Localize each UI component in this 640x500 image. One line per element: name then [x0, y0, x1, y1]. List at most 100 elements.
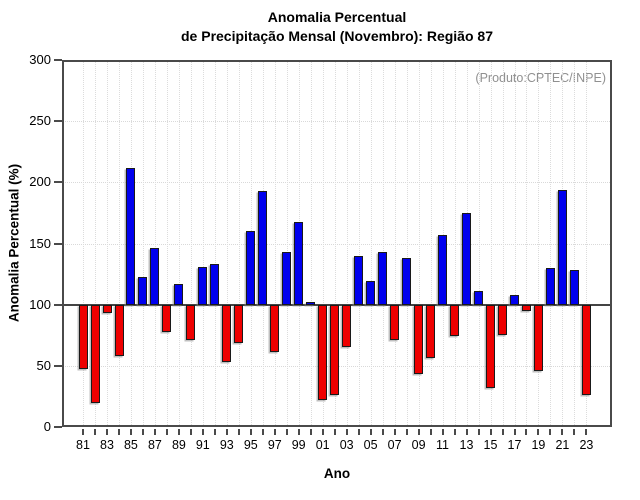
x-tick-2012	[453, 429, 456, 435]
bar-1989	[174, 283, 184, 305]
x-tick-1993	[225, 429, 228, 435]
y-tick-100	[54, 303, 62, 306]
bar-1996	[258, 190, 268, 305]
x-tick-2015	[489, 429, 492, 435]
grid-line-h-250	[62, 121, 612, 123]
bar-1999	[294, 221, 304, 305]
x-tick-1990	[189, 429, 192, 435]
bar-2014	[474, 291, 483, 305]
bar-2011	[438, 234, 447, 305]
bar-2009	[414, 304, 424, 375]
grid-line-v-2015	[490, 60, 492, 427]
x-tick-2020	[549, 429, 552, 435]
bar-1997	[270, 304, 280, 353]
x-tick-label-15: 15	[483, 438, 498, 452]
grid-line-h-200	[62, 182, 612, 184]
grid-line-v-1983	[107, 60, 108, 427]
grid-line-v-2014	[478, 60, 480, 427]
grid-line-v-2000	[310, 60, 312, 427]
x-tick-label-81: 81	[76, 438, 90, 452]
bar-2018	[521, 304, 531, 311]
x-tick-2011	[441, 429, 444, 435]
x-tick-1986	[141, 429, 144, 435]
grid-line-v-2007	[394, 60, 396, 427]
y-tick-300	[54, 59, 62, 61]
grid-line-v-1989	[178, 60, 180, 427]
y-tick-label-0: 0	[43, 419, 51, 434]
grid-line-v-2023	[586, 60, 588, 427]
x-tick-label-19: 19	[531, 438, 546, 452]
x-tick-label-99: 99	[291, 438, 306, 452]
x-tick-label-21: 21	[555, 438, 570, 452]
x-tick-1984	[118, 429, 120, 435]
x-tick-1985	[129, 429, 132, 435]
chart-title-line1: Anomalia Percentual	[267, 9, 407, 25]
bar-2022	[569, 270, 579, 305]
chart-title-line2: de Precipitação Mensal (Novembro): Regiã…	[181, 28, 493, 44]
bar-1983	[102, 304, 112, 314]
x-tick-label-17: 17	[507, 438, 522, 452]
plot-area	[62, 60, 612, 427]
y-tick-label-150: 150	[29, 235, 51, 251]
x-tick-label-91: 91	[195, 438, 210, 452]
x-tick-2007	[393, 429, 396, 435]
x-tick-1997	[273, 429, 276, 435]
x-tick-1994	[237, 429, 240, 435]
x-tick-label-85: 85	[123, 438, 138, 452]
x-tick-1999	[297, 429, 300, 435]
grid-line-v-1994	[238, 60, 240, 427]
x-axis-title: Ano	[323, 466, 351, 481]
grid-line-v-2005	[370, 60, 372, 427]
grid-line-v-2016	[502, 60, 504, 427]
y-tick-250	[54, 120, 62, 123]
x-tick-2016	[501, 429, 504, 435]
bar-2016	[498, 304, 507, 336]
x-tick-1992	[213, 429, 216, 435]
grid-line-v-1991	[202, 60, 204, 427]
grid-line-v-1986	[142, 60, 144, 427]
y-tick-0	[54, 426, 62, 428]
y-tick-label-100: 100	[29, 296, 51, 312]
bar-2017	[510, 294, 519, 305]
bar-2004	[354, 255, 364, 305]
x-tick-2022	[573, 429, 576, 435]
bar-2001	[318, 304, 328, 401]
grid-line-v-1982	[95, 60, 96, 427]
grid-line-v-2020	[550, 60, 552, 427]
bar-1982	[90, 304, 100, 403]
bar-2007	[390, 304, 400, 341]
x-tick-label-95: 95	[243, 438, 258, 452]
bar-2003	[342, 304, 352, 348]
bar-1998	[282, 252, 292, 305]
grid-line-v-2012	[454, 60, 456, 427]
grid-line-h-150	[62, 243, 612, 245]
grid-line-v-2002	[334, 60, 336, 427]
x-tick-2021	[561, 429, 564, 435]
bar-2012	[450, 304, 459, 337]
x-tick-2018	[525, 429, 528, 435]
x-tick-2002	[333, 429, 336, 435]
x-tick-2001	[321, 429, 324, 435]
grid-line-v-1987	[154, 60, 156, 427]
y-tick-150	[54, 242, 62, 245]
bar-2013	[462, 212, 471, 305]
bar-2020	[545, 268, 555, 305]
grid-line-v-1984	[119, 60, 120, 427]
x-tick-2019	[537, 429, 540, 435]
bar-1987	[150, 248, 160, 305]
bar-2021	[557, 189, 567, 305]
grid-line-v-2004	[358, 60, 360, 427]
x-tick-1995	[249, 429, 252, 435]
bar-1994	[234, 304, 244, 343]
x-tick-1983	[106, 429, 108, 435]
x-tick-label-07: 07	[387, 438, 402, 452]
x-tick-label-09: 09	[411, 438, 426, 452]
x-tick-2006	[381, 429, 384, 435]
x-tick-2010	[429, 429, 432, 435]
bar-1991	[198, 266, 208, 305]
x-tick-2017	[513, 429, 516, 435]
x-tick-2009	[417, 429, 420, 435]
x-tick-2013	[465, 429, 468, 435]
x-tick-1998	[285, 429, 288, 435]
